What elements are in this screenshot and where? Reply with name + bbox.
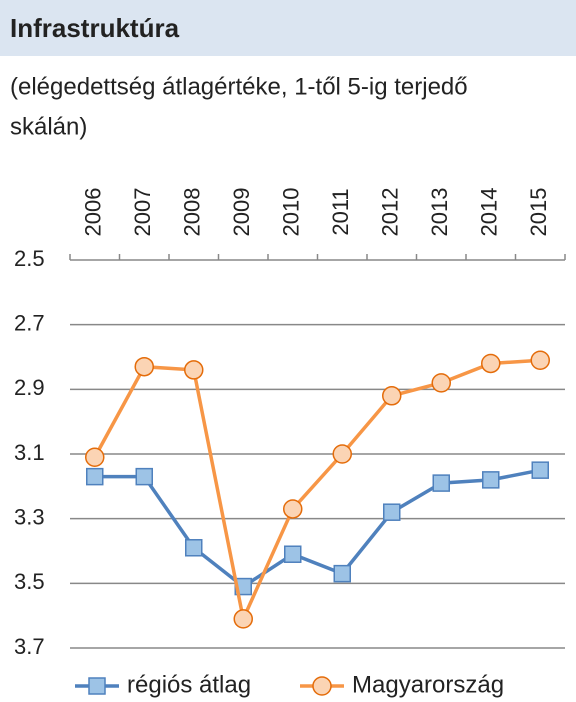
marker	[135, 467, 153, 486]
marker	[88, 677, 106, 695]
marker	[383, 503, 401, 521]
marker	[530, 350, 550, 370]
marker	[284, 545, 302, 563]
marker	[184, 360, 204, 380]
x-tick-label: 2012	[378, 188, 403, 237]
y-tick-label: 3.1	[14, 440, 45, 465]
y-tick-label: 2.5	[14, 246, 45, 271]
marker	[431, 373, 451, 393]
y-tick-label: 3.3	[14, 504, 45, 529]
x-tick-label: 2007	[130, 188, 155, 237]
series-line	[94, 468, 541, 589]
x-tick-label: 2014	[477, 188, 502, 237]
marker	[333, 564, 351, 583]
marker	[134, 356, 154, 377]
x-tick-label: 2010	[279, 188, 304, 237]
y-tick-label: 2.7	[14, 310, 45, 335]
x-tick-label: 2008	[180, 188, 205, 237]
legend-label: Magyarország	[352, 671, 504, 698]
marker	[86, 467, 104, 486]
y-tick-label: 3.5	[14, 569, 45, 594]
x-tick-label: 2006	[81, 188, 106, 237]
marker	[482, 471, 500, 489]
x-tick-label: 2015	[526, 188, 551, 237]
marker	[283, 499, 303, 519]
marker	[85, 447, 105, 467]
marker	[233, 609, 253, 629]
marker	[382, 386, 402, 406]
chart-title: Infrastruktúra	[10, 13, 180, 43]
marker	[312, 676, 332, 696]
x-tick-label: 2009	[229, 188, 254, 237]
y-tick-label: 3.7	[14, 634, 45, 659]
y-tick-label: 2.9	[14, 375, 45, 400]
series-line	[93, 358, 541, 625]
marker	[531, 461, 549, 479]
x-tick-label: 2011	[328, 188, 353, 235]
marker	[481, 353, 501, 374]
subtitle: skálán)	[10, 113, 87, 140]
subtitle: (elégedettség átlagértéke, 1-től 5-ig te…	[10, 73, 468, 100]
marker	[185, 539, 203, 557]
marker	[432, 474, 450, 492]
title-band	[0, 0, 576, 56]
marker	[332, 444, 352, 464]
legend-label: régiós átlag	[127, 671, 251, 698]
x-tick-label: 2013	[427, 188, 452, 237]
